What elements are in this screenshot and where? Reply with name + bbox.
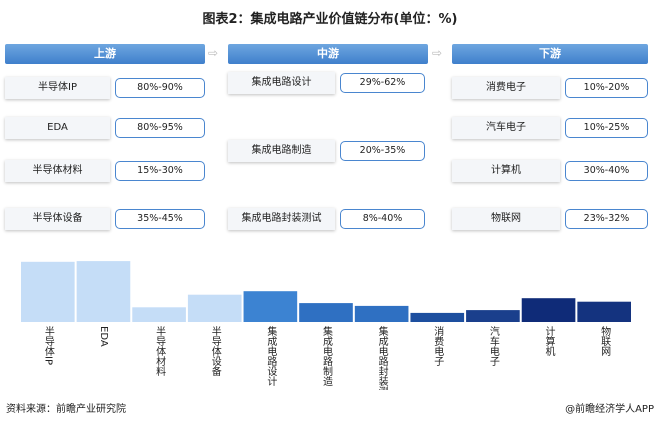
item-range: 35%-45% <box>115 209 205 229</box>
x-tick-label: 物联网 <box>599 325 611 357</box>
stage-header: 下游 <box>452 44 648 64</box>
stage-header: 中游 <box>228 44 428 64</box>
x-tick-label: 半导体材料 <box>154 325 166 377</box>
brand: @前瞻经济学人APP <box>565 404 654 415</box>
arrow: ⇨ <box>432 46 443 60</box>
bar <box>521 298 576 322</box>
item-range: 10%-25% <box>565 118 648 138</box>
item-range: 29%-62% <box>340 73 425 93</box>
x-tick-label: 消费电子 <box>432 325 444 366</box>
arrow: ⇨ <box>208 46 219 60</box>
item-label: 集成电路封装测试 <box>228 208 335 230</box>
item-range: 30%-40% <box>565 161 648 181</box>
bar <box>243 291 298 322</box>
item-label: 集成电路设计 <box>228 72 335 94</box>
item-range: 80%-90% <box>115 78 205 98</box>
item-label: 物联网 <box>452 208 560 230</box>
item-range: 10%-20% <box>565 78 648 98</box>
item-label: 汽车电子 <box>452 117 560 139</box>
item-label: 半导体设备 <box>5 208 110 230</box>
item-label: 计算机 <box>452 160 560 182</box>
title: 图表2：集成电路产业价值链分布(单位：%) <box>202 12 458 27</box>
bar <box>132 307 186 322</box>
item-range: 23%-32% <box>565 209 648 229</box>
x-tick-label: 汽车电子 <box>487 325 499 366</box>
bar <box>354 305 409 322</box>
x-tick-label: 计算机 <box>543 325 555 357</box>
bar <box>299 303 353 322</box>
x-tick-label: 半导体设备 <box>209 325 221 377</box>
item-label: 半导体材料 <box>5 160 110 182</box>
x-tick-label: 半导体IP <box>42 325 54 365</box>
bar <box>410 312 465 322</box>
item-range: 15%-30% <box>115 161 205 181</box>
item-label: 消费电子 <box>452 77 560 99</box>
chart: 半导体IP EDA 半导体材料 半导体设备 集成电路设计 集成电路制造 集成电路封装测试 消费… <box>21 261 631 390</box>
item-label: EDA <box>5 117 110 139</box>
bar <box>466 310 520 322</box>
bar <box>76 261 131 322</box>
item-range: 8%-40% <box>340 209 425 229</box>
x-tick-label: 集成电路设计 <box>265 325 277 387</box>
bar <box>21 261 75 322</box>
source: 资料来源：前瞻产业研究院 <box>6 404 126 415</box>
item-label: 集成电路制造 <box>228 140 335 162</box>
x-tick-label: 集成电路制造 <box>321 325 333 386</box>
item-label: 半导体IP <box>5 77 110 99</box>
x-tick-label: EDA <box>98 326 109 347</box>
item-range: 20%-35% <box>340 141 425 161</box>
x-tick-label: 集成电路封装测试 <box>376 325 388 390</box>
item-range: 80%-95% <box>115 118 205 138</box>
bar <box>187 294 242 322</box>
stage-header: 上游 <box>5 44 205 64</box>
bar <box>577 301 631 322</box>
